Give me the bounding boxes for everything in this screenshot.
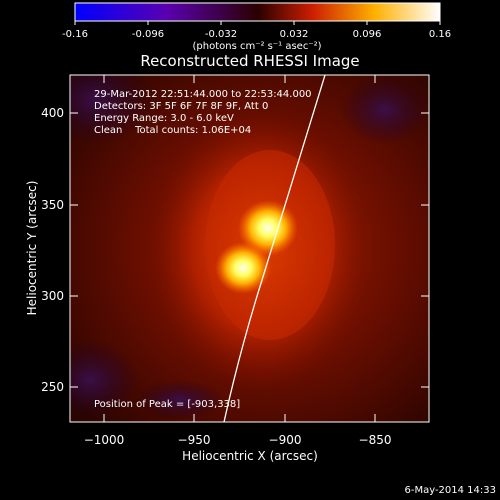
info-line-detectors: Detectors: 3F 5F 6F 7F 8F 9F, Att 0 xyxy=(94,101,268,112)
colorbar: -0.16 -0.096 -0.032 0.032 0.096 0.16 (ph… xyxy=(0,0,500,60)
colorbar-svg: -0.16 -0.096 -0.032 0.032 0.096 0.16 (ph… xyxy=(62,2,451,52)
peak-position-label: Position of Peak = [-903,338] xyxy=(94,399,240,410)
y-tick-label: 300 xyxy=(41,289,64,303)
x-tick-label: −1000 xyxy=(84,433,125,447)
emission-source-lower xyxy=(215,242,271,294)
colorbar-unit-label: (photons cm⁻² s⁻¹ asec⁻²) xyxy=(192,41,321,52)
emission-source-upper xyxy=(238,200,298,256)
colorbar-gradient xyxy=(74,2,441,22)
footer-timestamp: 6-May-2014 14:33 xyxy=(404,485,496,496)
colorbar-tick: -0.096 xyxy=(132,29,164,40)
y-axis-label: Heliocentric Y (arcsec) xyxy=(25,181,39,316)
y-tick-label: 250 xyxy=(41,380,64,394)
colorbar-tick: -0.032 xyxy=(205,29,237,40)
colorbar-tick: 0.032 xyxy=(280,29,309,40)
x-tick-label: −850 xyxy=(359,433,392,447)
info-line-counts: Clean Total counts: 1.06E+04 xyxy=(94,125,251,136)
plot-frame xyxy=(69,74,430,423)
colorbar-tick: -0.16 xyxy=(62,29,88,40)
x-tick-label: −900 xyxy=(269,433,302,447)
info-line-time: 29-Mar-2012 22:51:44.000 to 22:53:44.000 xyxy=(94,89,312,100)
solar-limb-line xyxy=(223,75,326,422)
x-axis-ticks xyxy=(103,75,376,422)
x-axis-label: Heliocentric X (arcsec) xyxy=(182,449,318,463)
colorbar-tick: 0.16 xyxy=(429,29,451,40)
x-tick-label: −950 xyxy=(178,433,211,447)
y-tick-label: 400 xyxy=(41,106,64,120)
info-line-energy: Energy Range: 3.0 - 6.0 keV xyxy=(94,113,234,124)
colorbar-tick: 0.096 xyxy=(353,29,382,40)
y-axis-ticks xyxy=(70,112,429,388)
y-tick-label: 350 xyxy=(41,198,64,212)
plot-title: Reconstructed RHESSI Image xyxy=(140,52,360,70)
